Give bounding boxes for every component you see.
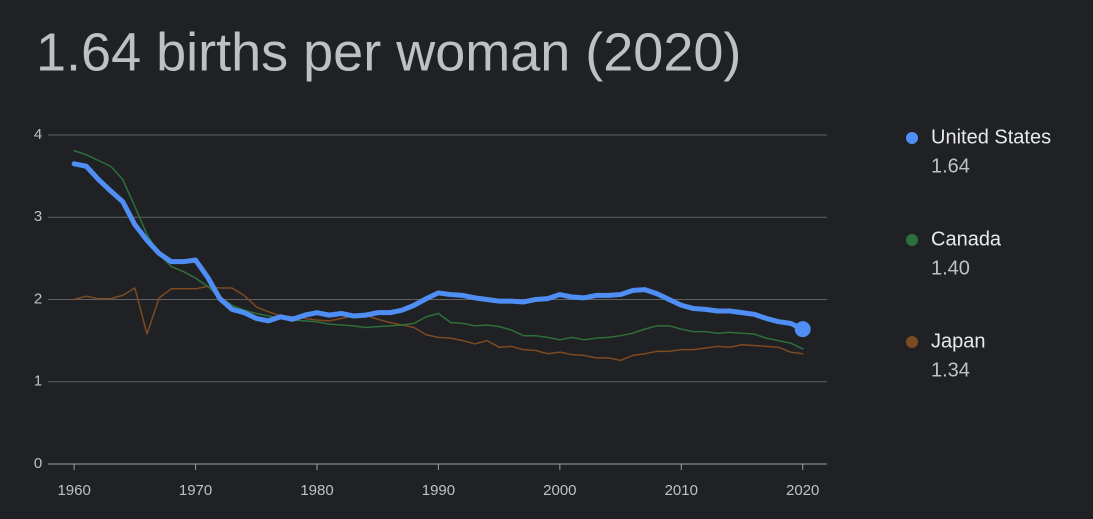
legend-label: Canada (931, 228, 1002, 250)
legend-value: 1.40 (931, 257, 970, 279)
chart-title: 1.64 births per woman (2020) (36, 22, 741, 82)
legend-label: United States (931, 126, 1051, 148)
x-tick-label: 1980 (300, 482, 333, 499)
y-tick-label: 2 (34, 290, 42, 307)
legend-marker (906, 234, 918, 246)
legend-value: 1.34 (931, 359, 970, 381)
x-tick-label: 1990 (422, 482, 455, 499)
x-tick-label: 1960 (57, 482, 90, 499)
x-tick-label: 2010 (665, 482, 698, 499)
series-line (71, 161, 806, 332)
legend-label: Japan (931, 330, 986, 352)
x-tick-label: 1970 (179, 482, 212, 499)
x-tick-label: 2000 (543, 482, 576, 499)
x-tick-label: 2020 (786, 482, 819, 499)
series-line (73, 149, 804, 350)
legend-marker (906, 336, 918, 348)
y-tick-label: 4 (34, 126, 42, 143)
legend-value: 1.64 (931, 155, 970, 177)
y-tick-label: 3 (34, 208, 42, 225)
series-line (73, 285, 804, 362)
end-point (794, 321, 811, 338)
y-tick-label: 1 (34, 373, 42, 390)
legend-marker (906, 132, 918, 144)
y-tick-label: 0 (34, 455, 42, 472)
